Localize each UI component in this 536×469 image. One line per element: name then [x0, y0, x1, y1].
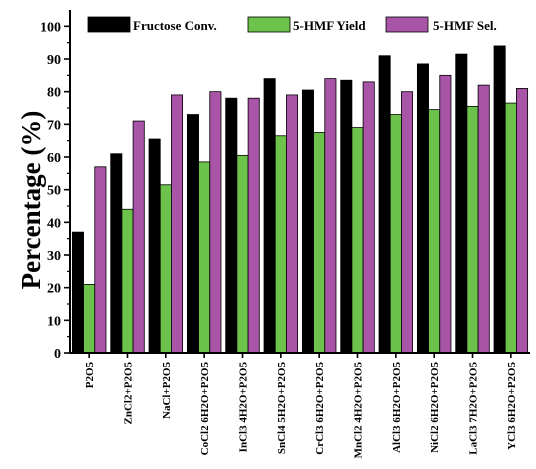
- legend-label: 5-HMF Yield: [293, 18, 366, 33]
- bar: [401, 91, 414, 354]
- x-tick-label: AlCl3 6H2O+P2O5: [391, 362, 403, 453]
- x-tick-label: InCl3 4H2O+P2O5: [238, 362, 250, 453]
- bar: [171, 94, 184, 354]
- y-tick-label: 40: [47, 216, 61, 231]
- bar: [274, 135, 287, 354]
- x-tick-label: ZnCl2+P2O5: [123, 362, 135, 425]
- x-tick-label: NiCl2 6H2O+P2O5: [429, 362, 441, 453]
- bar: [516, 88, 529, 354]
- bar: [159, 184, 172, 354]
- y-tick-label: 0: [54, 347, 61, 362]
- y-tick-label: 10: [47, 314, 61, 329]
- y-tick-label: 70: [47, 118, 61, 133]
- bar: [209, 91, 222, 354]
- legend-swatch: [87, 16, 131, 33]
- bar: [455, 53, 468, 354]
- bar: [378, 55, 391, 354]
- bar: [94, 166, 107, 354]
- x-tick-label: MnCl2 4H2O+P2O5: [353, 362, 365, 459]
- x-tick-label: YCl3 6H2O+P2O5: [506, 362, 518, 450]
- bar: [439, 74, 452, 354]
- bar: [351, 127, 364, 354]
- y-tick-label: 50: [47, 184, 61, 199]
- bar: [247, 97, 260, 354]
- y-tick-label: 100: [40, 20, 61, 35]
- x-tick-label: CrCl3 6H2O+P2O5: [314, 362, 326, 455]
- bar: [132, 120, 145, 354]
- plot-area: 0 10 20 30 40 50 60 70 80 90 100 P2O5 ZnCl2+P2O5 NaCl…: [40, 10, 530, 458]
- bar: [263, 78, 276, 354]
- bar: [504, 102, 517, 354]
- bar: [477, 84, 490, 354]
- legend-label: Fructose Conv.: [133, 18, 217, 33]
- bar: [110, 153, 123, 354]
- bar: [389, 114, 402, 354]
- bar: [362, 81, 375, 354]
- y-tick-label: 60: [47, 151, 61, 166]
- bar: [148, 138, 161, 354]
- bar: [324, 78, 337, 354]
- x-tick-label: LaCl3 7H2O+P2O5: [468, 362, 480, 455]
- y-tick-label: 30: [47, 249, 61, 264]
- bar: [301, 89, 314, 354]
- y-tick-label: 80: [47, 86, 61, 101]
- y-tick-label: 20: [47, 282, 61, 297]
- y-tick-label: 90: [47, 53, 61, 68]
- bar: [286, 94, 299, 354]
- bar: [121, 208, 134, 354]
- legend-swatch: [247, 16, 291, 33]
- legend: Fructose Conv. 5-HMF Yield 5-HMF Sel.: [87, 16, 497, 33]
- x-tick-label: P2O5: [84, 362, 96, 389]
- legend-label: 5-HMF Sel.: [433, 18, 497, 33]
- bar: [428, 109, 441, 354]
- x-tick-label: SnCl4 5H2O+P2O5: [276, 362, 288, 455]
- bar: [83, 283, 96, 354]
- legend-swatch: [385, 16, 429, 33]
- x-tick-label: NaCl+P2O5: [161, 362, 173, 419]
- bar: [186, 114, 199, 354]
- bar: [340, 79, 353, 354]
- bar: [71, 231, 84, 354]
- bar: [313, 132, 326, 354]
- bar: [198, 161, 211, 354]
- bar: [466, 105, 479, 354]
- x-tick-label: CoCl2 6H2O+P2O5: [199, 362, 211, 456]
- y-axis-label: Percentage (%): [16, 111, 46, 290]
- bar: [493, 45, 506, 354]
- bar: [416, 63, 429, 354]
- bar: [236, 154, 249, 354]
- bar: [225, 97, 238, 354]
